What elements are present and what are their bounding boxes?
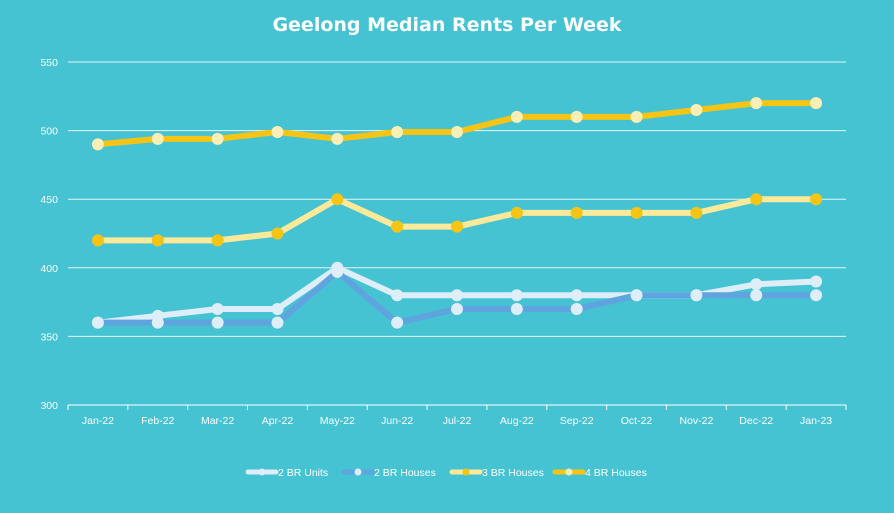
data-point	[211, 132, 224, 145]
data-point	[331, 132, 344, 145]
data-point	[690, 206, 703, 219]
legend-label: 2 BR Houses	[374, 467, 436, 479]
data-point	[810, 97, 823, 110]
data-point	[630, 289, 643, 302]
y-tick-label: 450	[40, 194, 58, 206]
data-point	[510, 302, 523, 315]
data-point	[211, 234, 224, 247]
data-point	[510, 206, 523, 219]
x-tick-label: Mar-22	[201, 415, 234, 427]
legend-marker-swatch	[565, 468, 573, 476]
y-tick-label: 400	[40, 263, 58, 275]
data-point	[750, 97, 763, 110]
y-tick-label: 550	[40, 57, 58, 69]
data-point	[630, 110, 643, 123]
data-point	[91, 316, 104, 329]
data-point	[391, 220, 404, 233]
data-point	[510, 289, 523, 302]
legend-label: 2 BR Units	[278, 467, 328, 479]
data-point	[211, 316, 224, 329]
data-point	[570, 302, 583, 315]
x-tick-label: Oct-22	[621, 415, 653, 427]
x-tick-label: Dec-22	[739, 415, 773, 427]
x-tick-label: Apr-22	[262, 415, 294, 427]
x-tick-label: Sep-22	[560, 415, 594, 427]
data-point	[91, 138, 104, 151]
data-point	[451, 289, 463, 302]
data-point	[391, 125, 404, 138]
data-point	[810, 289, 823, 302]
data-point	[690, 289, 703, 302]
data-point	[331, 193, 344, 206]
data-point	[151, 234, 164, 247]
data-point	[630, 206, 643, 219]
x-tick-label: Jul-22	[443, 415, 472, 427]
data-point	[451, 125, 463, 138]
series-line	[94, 100, 820, 148]
data-point	[91, 234, 104, 247]
data-point	[451, 302, 463, 315]
data-point	[570, 110, 583, 123]
x-tick-label: Jan-23	[800, 415, 832, 427]
data-point	[510, 110, 523, 123]
x-tick-label: Feb-22	[141, 415, 174, 427]
x-tick-label: Jun-22	[381, 415, 413, 427]
legend-marker-swatch	[258, 468, 266, 476]
y-tick-label: 500	[40, 126, 58, 138]
data-point	[391, 316, 404, 329]
data-point	[570, 206, 583, 219]
data-point	[750, 278, 763, 291]
data-point	[211, 302, 224, 315]
x-tick-label: Jan-22	[82, 415, 114, 427]
data-point	[151, 316, 164, 329]
x-tick-label: Nov-22	[679, 415, 713, 427]
data-point	[570, 289, 583, 302]
y-tick-label: 350	[40, 331, 58, 343]
data-point	[690, 104, 703, 117]
data-point	[271, 125, 284, 138]
data-point	[810, 193, 823, 206]
legend-label: 4 BR Houses	[585, 467, 647, 479]
chart-title: Geelong Median Rents Per Week	[272, 14, 622, 36]
x-tick-label: Aug-22	[500, 415, 534, 427]
legend-label: 3 BR Houses	[482, 467, 544, 479]
series-line	[94, 196, 820, 244]
legend-marker-swatch	[354, 468, 362, 476]
data-point	[271, 227, 284, 240]
legend-marker-swatch	[462, 468, 470, 476]
data-point	[151, 132, 164, 145]
data-point	[391, 289, 404, 302]
data-point	[331, 265, 344, 278]
data-point	[750, 289, 763, 302]
data-point	[451, 220, 463, 233]
y-tick-label: 300	[40, 400, 58, 412]
data-point	[750, 193, 763, 206]
x-tick-label: May-22	[320, 415, 355, 427]
data-point	[271, 302, 284, 315]
data-point	[810, 275, 823, 288]
data-point	[271, 316, 284, 329]
